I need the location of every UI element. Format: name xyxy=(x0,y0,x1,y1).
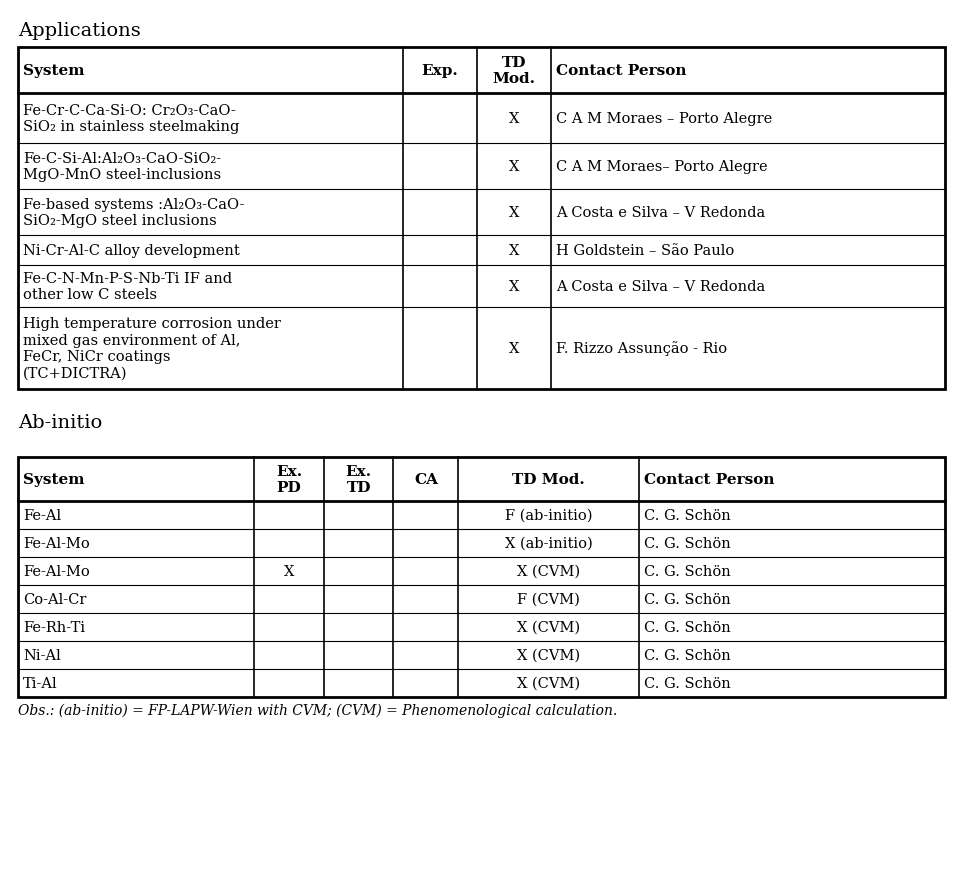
Text: H Goldstein – São Paulo: H Goldstein – São Paulo xyxy=(556,244,734,258)
Text: Contact Person: Contact Person xyxy=(556,64,686,78)
Text: Fe-Al-Mo: Fe-Al-Mo xyxy=(23,565,89,579)
Text: C. G. Schön: C. G. Schön xyxy=(644,648,731,662)
Text: A Costa e Silva – V Redonda: A Costa e Silva – V Redonda xyxy=(556,280,765,293)
Text: X: X xyxy=(509,244,519,258)
Text: X (CVM): X (CVM) xyxy=(517,620,580,634)
Text: F. Rizzo Assunção - Rio: F. Rizzo Assunção - Rio xyxy=(556,342,727,356)
Bar xyxy=(18,48,945,390)
Text: Fe-C-N-Mn-P-S-Nb-Ti IF and
other low C steels: Fe-C-N-Mn-P-S-Nb-Ti IF and other low C s… xyxy=(23,271,232,302)
Text: A Costa e Silva – V Redonda: A Costa e Silva – V Redonda xyxy=(556,205,765,220)
Text: F (CVM): F (CVM) xyxy=(517,593,580,607)
Bar xyxy=(18,457,945,697)
Text: X: X xyxy=(284,565,295,579)
Text: Fe-Rh-Ti: Fe-Rh-Ti xyxy=(23,620,85,634)
Text: C. G. Schön: C. G. Schön xyxy=(644,508,731,522)
Text: C A M Moraes – Porto Alegre: C A M Moraes – Porto Alegre xyxy=(556,112,772,126)
Text: Fe-Al-Mo: Fe-Al-Mo xyxy=(23,536,89,551)
Text: High temperature corrosion under
mixed gas environment of Al,
FeCr, NiCr coating: High temperature corrosion under mixed g… xyxy=(23,316,281,381)
Text: X: X xyxy=(509,205,519,220)
Text: TD Mod.: TD Mod. xyxy=(513,472,585,486)
Text: Fe-C-Si-Al:Al₂O₃-CaO-SiO₂-
MgO-MnO steel-inclusions: Fe-C-Si-Al:Al₂O₃-CaO-SiO₂- MgO-MnO steel… xyxy=(23,151,221,182)
Text: X: X xyxy=(509,160,519,174)
Text: X (CVM): X (CVM) xyxy=(517,648,580,662)
Text: CA: CA xyxy=(414,472,438,486)
Text: Ti-Al: Ti-Al xyxy=(23,676,58,690)
Text: System: System xyxy=(23,472,84,486)
Text: Fe-Cr-C-Ca-Si-O: Cr₂O₃-CaO-
SiO₂ in stainless steelmaking: Fe-Cr-C-Ca-Si-O: Cr₂O₃-CaO- SiO₂ in stai… xyxy=(23,104,239,134)
Text: Fe-based systems :Al₂O₃-CaO-
SiO₂-MgO steel inclusions: Fe-based systems :Al₂O₃-CaO- SiO₂-MgO st… xyxy=(23,198,245,228)
Text: Contact Person: Contact Person xyxy=(644,472,775,486)
Text: Fe-Al: Fe-Al xyxy=(23,508,61,522)
Text: X: X xyxy=(509,280,519,293)
Text: F (ab-initio): F (ab-initio) xyxy=(505,508,592,522)
Text: Co-Al-Cr: Co-Al-Cr xyxy=(23,593,86,607)
Text: Obs.: (ab-initio) = FP-LAPW-Wien with CVM; (CVM) = Phenomenological calculation.: Obs.: (ab-initio) = FP-LAPW-Wien with CV… xyxy=(18,703,617,717)
Text: X (CVM): X (CVM) xyxy=(517,676,580,690)
Text: Ni-Cr-Al-C alloy development: Ni-Cr-Al-C alloy development xyxy=(23,244,240,258)
Text: C. G. Schön: C. G. Schön xyxy=(644,565,731,579)
Text: Ni-Al: Ni-Al xyxy=(23,648,60,662)
Text: C. G. Schön: C. G. Schön xyxy=(644,536,731,551)
Text: Ab-initio: Ab-initio xyxy=(18,414,103,431)
Text: TD
Mod.: TD Mod. xyxy=(492,56,536,86)
Text: X (CVM): X (CVM) xyxy=(517,565,580,579)
Text: C. G. Schön: C. G. Schön xyxy=(644,620,731,634)
Text: X: X xyxy=(509,342,519,356)
Text: C A M Moraes– Porto Alegre: C A M Moraes– Porto Alegre xyxy=(556,160,768,174)
Text: C. G. Schön: C. G. Schön xyxy=(644,593,731,607)
Text: C. G. Schön: C. G. Schön xyxy=(644,676,731,690)
Text: System: System xyxy=(23,64,84,78)
Text: X: X xyxy=(509,112,519,126)
Text: Applications: Applications xyxy=(18,22,141,40)
Text: Exp.: Exp. xyxy=(421,64,458,78)
Text: Ex.
PD: Ex. PD xyxy=(276,464,302,494)
Text: X (ab-initio): X (ab-initio) xyxy=(505,536,592,551)
Text: Ex.
TD: Ex. TD xyxy=(346,464,372,494)
